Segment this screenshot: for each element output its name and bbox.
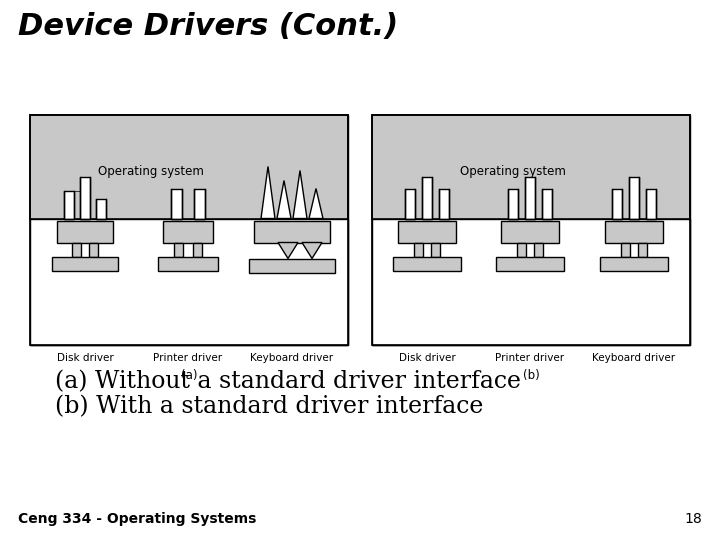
Bar [501, 220, 559, 242]
Bar [612, 188, 622, 219]
Bar [158, 256, 218, 271]
Bar [621, 242, 630, 256]
Bar [638, 242, 647, 256]
Bar [517, 242, 526, 256]
Text: Keyboard driver: Keyboard driver [251, 353, 333, 363]
Text: 18: 18 [684, 512, 702, 526]
Text: (b): (b) [523, 369, 539, 382]
Bar [398, 220, 456, 242]
Bar [52, 256, 118, 271]
Bar [393, 256, 461, 271]
Bar [422, 177, 432, 219]
Polygon shape [277, 180, 291, 219]
Text: Disk driver: Disk driver [399, 353, 455, 363]
Polygon shape [261, 166, 275, 219]
Bar [508, 188, 518, 219]
Polygon shape [302, 242, 322, 259]
Bar [405, 188, 415, 219]
Text: Ceng 334 - Operating Systems: Ceng 334 - Operating Systems [18, 512, 256, 526]
Bar [30, 115, 348, 345]
Text: (a) Without a standard driver interface: (a) Without a standard driver interface [55, 370, 521, 393]
Bar [254, 220, 330, 242]
Text: Disk driver: Disk driver [57, 353, 113, 363]
Bar [372, 115, 690, 219]
Polygon shape [309, 188, 323, 219]
Text: Keyboard driver: Keyboard driver [593, 353, 675, 363]
Bar [57, 220, 113, 242]
Bar [439, 188, 449, 219]
Text: Operating system: Operating system [460, 165, 566, 178]
Bar [249, 259, 335, 273]
Bar [542, 188, 552, 219]
Bar [600, 256, 668, 271]
Bar [194, 188, 205, 219]
Bar [431, 242, 440, 256]
Bar [30, 115, 348, 219]
Text: (a): (a) [181, 369, 197, 382]
Bar [96, 199, 106, 219]
Bar [372, 115, 690, 345]
Bar [605, 220, 663, 242]
Bar [496, 256, 564, 271]
Bar [30, 219, 348, 345]
Bar [72, 242, 81, 256]
Text: Device Drivers (Cont.): Device Drivers (Cont.) [18, 12, 398, 41]
Bar [193, 242, 202, 256]
Polygon shape [293, 171, 307, 219]
Bar [163, 220, 213, 242]
Text: (b) With a standard driver interface: (b) With a standard driver interface [55, 395, 483, 418]
Text: Operating system: Operating system [98, 165, 204, 178]
Bar [171, 188, 182, 219]
Bar [534, 242, 543, 256]
Text: Printer driver: Printer driver [153, 353, 222, 363]
Bar [372, 115, 690, 345]
Bar [30, 115, 348, 345]
Bar [89, 242, 98, 256]
Bar [174, 242, 183, 256]
Bar [80, 177, 90, 219]
Bar [414, 242, 423, 256]
Bar [646, 188, 656, 219]
Bar [525, 177, 535, 219]
Polygon shape [278, 242, 298, 259]
Bar [372, 219, 690, 345]
Bar [64, 191, 74, 219]
Bar [629, 177, 639, 219]
Text: Printer driver: Printer driver [495, 353, 564, 363]
